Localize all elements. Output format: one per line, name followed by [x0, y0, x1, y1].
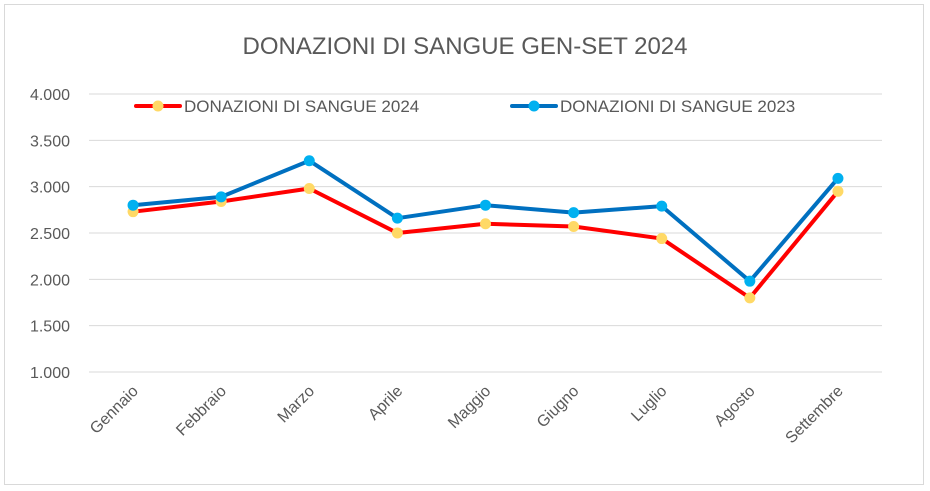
legend-marker: [528, 100, 540, 112]
data-point: [215, 191, 227, 203]
y-tick-label: 1.000: [30, 365, 70, 382]
legend-label: DONAZIONI DI SANGUE 2024: [184, 97, 419, 116]
data-point: [303, 155, 315, 167]
x-tick-label: Marzo: [275, 383, 319, 427]
x-tick-label: Settembre: [783, 383, 847, 447]
y-axis-labels: 1.000 1.500 2.000 2.500 3.000 3.500 4.000: [30, 87, 70, 382]
x-tick-label: Gennaio: [87, 383, 142, 438]
chart-frame: [4, 4, 924, 485]
data-point: [391, 212, 403, 224]
data-point: [832, 172, 844, 184]
data-point: [656, 200, 668, 212]
data-point: [568, 207, 580, 219]
x-axis-labels: Gennaio Febbraio Marzo Aprile Maggio Giugno Lu…: [87, 383, 847, 447]
legend-item: DONAZIONI DI SANGUE 2024: [134, 97, 419, 116]
data-point: [127, 199, 139, 211]
y-tick-label: 1.500: [30, 319, 70, 336]
legend-label: DONAZIONI DI SANGUE 2023: [560, 97, 795, 116]
y-tick-label: 4.000: [30, 87, 70, 104]
x-tick-label: Luglio: [628, 383, 670, 425]
data-point: [568, 221, 580, 233]
x-tick-label: Maggio: [445, 383, 494, 432]
y-tick-label: 3.500: [30, 133, 70, 150]
y-tick-label: 2.000: [30, 272, 70, 289]
legend: DONAZIONI DI SANGUE 2024 DONAZIONI DI SAN…: [134, 97, 795, 116]
data-point: [744, 292, 756, 304]
y-tick-label: 2.500: [30, 226, 70, 243]
data-point: [744, 275, 756, 287]
x-tick-label: Giugno: [534, 383, 583, 432]
legend-marker: [152, 100, 164, 112]
y-tick-label: 3.000: [30, 180, 70, 197]
data-point: [480, 199, 491, 211]
grid-lines: [89, 93, 882, 373]
x-tick-label: Agosto: [711, 383, 758, 430]
x-tick-label: Aprile: [365, 383, 406, 424]
data-point: [832, 185, 844, 197]
data-point: [656, 233, 668, 245]
series-1: [127, 183, 844, 304]
chart-title: DONAZIONI DI SANGUE GEN-SET 2024: [243, 33, 688, 60]
data-point: [391, 227, 403, 239]
data-point: [480, 218, 491, 230]
series-2: [127, 155, 844, 287]
series-layer: [127, 155, 844, 304]
data-point: [303, 183, 315, 195]
x-tick-label: Febbraio: [173, 383, 230, 440]
legend-item: DONAZIONI DI SANGUE 2023: [510, 97, 795, 116]
